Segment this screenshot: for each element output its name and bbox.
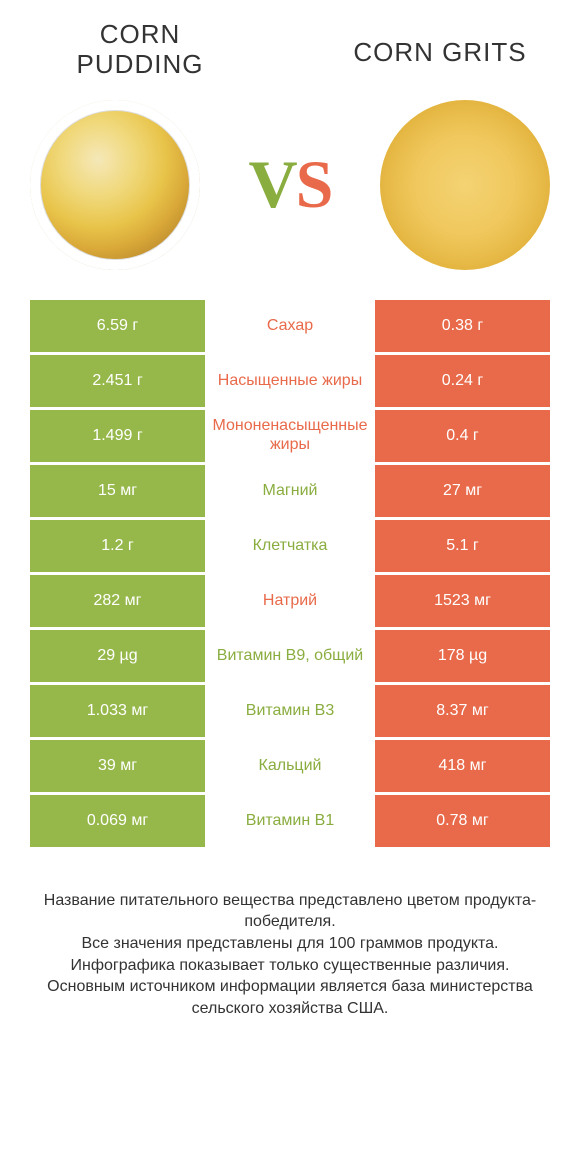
title-right: CORN GRITS bbox=[340, 20, 540, 80]
cell-right: 27 мг bbox=[375, 465, 550, 517]
cell-left: 39 мг bbox=[30, 740, 205, 792]
footer-line: Основным источником информации является … bbox=[25, 976, 555, 1019]
cell-left: 15 мг bbox=[30, 465, 205, 517]
cell-label: Натрий bbox=[205, 575, 375, 627]
table-row: 1.499 гМононенасыщенные жиры0.4 г bbox=[30, 410, 550, 462]
cell-right: 178 µg bbox=[375, 630, 550, 682]
table-row: 282 мгНатрий1523 мг bbox=[30, 575, 550, 627]
cell-label: Витамин B9, общий bbox=[205, 630, 375, 682]
comparison-table: 6.59 гСахар0.38 г2.451 гНасыщенные жиры0… bbox=[0, 300, 580, 847]
cell-left: 29 µg bbox=[30, 630, 205, 682]
table-row: 1.2 гКлетчатка5.1 г bbox=[30, 520, 550, 572]
cell-right: 0.24 г bbox=[375, 355, 550, 407]
footer-line: Инфографика показывает только существенн… bbox=[25, 955, 555, 977]
cell-label: Сахар bbox=[205, 300, 375, 352]
table-row: 15 мгМагний27 мг bbox=[30, 465, 550, 517]
vs-v: V bbox=[249, 146, 296, 222]
title-left: CORN PUDDING bbox=[40, 20, 240, 80]
cell-label: Мононенасыщенные жиры bbox=[205, 410, 375, 462]
image-corn-grits bbox=[380, 100, 550, 270]
table-row: 39 мгКальций418 мг bbox=[30, 740, 550, 792]
cell-right: 5.1 г bbox=[375, 520, 550, 572]
cell-left: 6.59 г bbox=[30, 300, 205, 352]
cell-label: Витамин B1 bbox=[205, 795, 375, 847]
header: CORN PUDDING CORN GRITS bbox=[0, 0, 580, 90]
cell-right: 418 мг bbox=[375, 740, 550, 792]
vs-label: VS bbox=[249, 145, 332, 224]
cell-right: 0.4 г bbox=[375, 410, 550, 462]
cell-right: 8.37 мг bbox=[375, 685, 550, 737]
cell-left: 1.499 г bbox=[30, 410, 205, 462]
table-row: 1.033 мгВитамин B38.37 мг bbox=[30, 685, 550, 737]
cell-label: Магний bbox=[205, 465, 375, 517]
footer-line: Название питательного вещества представл… bbox=[25, 890, 555, 933]
cell-label: Клетчатка bbox=[205, 520, 375, 572]
footer: Название питательного вещества представл… bbox=[0, 850, 580, 1020]
images-row: VS bbox=[0, 90, 580, 300]
table-row: 0.069 мгВитамин B10.78 мг bbox=[30, 795, 550, 847]
cell-left: 0.069 мг bbox=[30, 795, 205, 847]
table-row: 2.451 гНасыщенные жиры0.24 г bbox=[30, 355, 550, 407]
cell-label: Кальций bbox=[205, 740, 375, 792]
cell-right: 0.38 г bbox=[375, 300, 550, 352]
footer-line: Все значения представлены для 100 граммо… bbox=[25, 933, 555, 955]
cell-left: 282 мг bbox=[30, 575, 205, 627]
image-corn-pudding bbox=[30, 100, 200, 270]
cell-right: 0.78 мг bbox=[375, 795, 550, 847]
cell-left: 1.2 г bbox=[30, 520, 205, 572]
vs-s: S bbox=[296, 146, 332, 222]
cell-left: 2.451 г bbox=[30, 355, 205, 407]
cell-label: Насыщенные жиры bbox=[205, 355, 375, 407]
cell-label: Витамин B3 bbox=[205, 685, 375, 737]
cell-right: 1523 мг bbox=[375, 575, 550, 627]
cell-left: 1.033 мг bbox=[30, 685, 205, 737]
table-row: 29 µgВитамин B9, общий178 µg bbox=[30, 630, 550, 682]
table-row: 6.59 гСахар0.38 г bbox=[30, 300, 550, 352]
